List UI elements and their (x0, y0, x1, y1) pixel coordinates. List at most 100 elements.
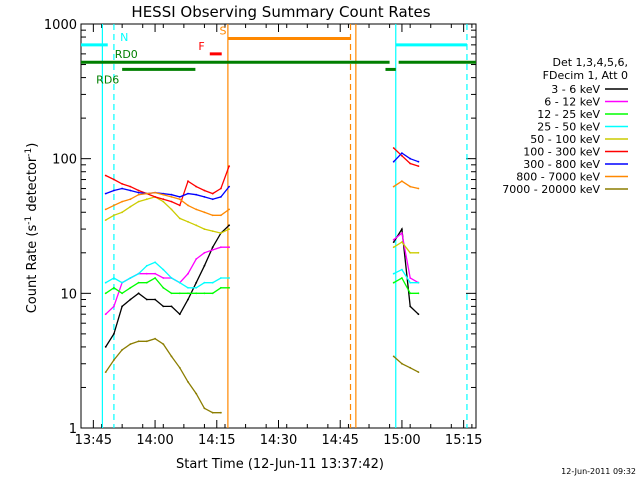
series-line (393, 355, 419, 373)
series-line (105, 196, 230, 234)
data-point (228, 208, 231, 211)
flag-label-n: N (120, 31, 128, 44)
data-point (401, 268, 403, 271)
series-line (393, 277, 419, 294)
data-point (170, 277, 173, 279)
data-point (211, 246, 214, 249)
data-point (113, 189, 115, 192)
data-point (187, 292, 189, 295)
data-point (401, 180, 403, 183)
x-axis-label: Start Time (12-Jun-11 13:37:42) (176, 457, 384, 472)
data-point (195, 286, 198, 289)
data-point (409, 162, 412, 165)
data-point (137, 292, 140, 295)
legend-header-1: Det 1,3,4,5,6, (552, 56, 628, 69)
legend-header-2: FDecim 1, Att 0 (543, 69, 628, 82)
legend-entry: 300 - 800 keV (523, 158, 600, 171)
flag-label-rd6: RD6 (96, 73, 119, 86)
data-point (170, 305, 173, 308)
data-point (154, 191, 157, 194)
data-point (137, 191, 140, 194)
data-point (104, 208, 107, 211)
data-point (145, 264, 148, 267)
data-point (129, 185, 132, 188)
data-point (121, 281, 123, 284)
series-line (105, 261, 230, 289)
data-point (113, 178, 115, 181)
data-point (162, 277, 165, 279)
data-point (409, 366, 412, 369)
data-point (145, 192, 148, 195)
data-point (401, 228, 403, 231)
data-point (195, 392, 198, 395)
data-point (203, 189, 206, 192)
data-point (162, 193, 165, 196)
data-point (220, 286, 222, 289)
series-line (105, 224, 230, 348)
data-point (195, 193, 198, 196)
data-point (187, 180, 189, 183)
data-point (417, 251, 420, 254)
data-point (220, 187, 222, 190)
data-point (409, 277, 412, 279)
data-point (195, 281, 198, 284)
data-point (220, 277, 222, 279)
data-point (178, 198, 181, 201)
data-point (162, 286, 165, 289)
series-line (393, 268, 419, 284)
data-point (113, 214, 115, 217)
data-point (392, 281, 395, 284)
flag-label-rd0: RD0 (115, 48, 138, 61)
series-line (393, 241, 419, 254)
data-point (392, 355, 395, 358)
data-point (187, 220, 189, 223)
data-point (104, 281, 107, 284)
data-point (392, 147, 395, 149)
data-point (417, 165, 420, 168)
data-point (228, 286, 231, 289)
data-point (178, 313, 181, 316)
data-point (137, 272, 140, 275)
data-point (170, 200, 173, 203)
x-tick-label: 13:45 (75, 433, 112, 448)
data-point (417, 187, 420, 190)
data-point (417, 292, 420, 295)
data-point (145, 272, 148, 275)
data-point (113, 333, 115, 335)
data-point (187, 286, 189, 289)
data-point (392, 238, 395, 241)
data-point (178, 281, 181, 284)
data-point (392, 241, 395, 244)
x-tick-label: 14:30 (260, 433, 297, 448)
data-point (228, 228, 231, 231)
data-point (113, 359, 115, 361)
data-point (178, 217, 181, 220)
data-point (392, 160, 395, 163)
data-point (220, 196, 222, 198)
series-line (105, 191, 230, 216)
data-point (137, 200, 140, 203)
x-tick-label: 14:15 (198, 433, 235, 448)
data-point (154, 337, 157, 340)
data-point (203, 292, 206, 295)
data-point (129, 286, 132, 289)
x-tick-label: 14:45 (321, 433, 358, 448)
legend-entry: 100 - 300 keV (523, 146, 600, 159)
x-tick-label: 15:00 (383, 433, 420, 448)
data-point (104, 346, 107, 348)
data-point (162, 343, 165, 345)
legend-entry: 50 - 100 keV (530, 133, 600, 146)
data-point (170, 208, 173, 211)
data-point (121, 183, 123, 185)
data-point (104, 192, 107, 195)
data-point (162, 200, 165, 203)
data-point (203, 196, 206, 198)
data-point (145, 281, 148, 284)
data-point (178, 204, 181, 207)
data-point (211, 249, 214, 251)
data-point (228, 277, 231, 279)
data-point (409, 157, 412, 160)
data-point (162, 305, 165, 308)
data-point (104, 219, 107, 222)
